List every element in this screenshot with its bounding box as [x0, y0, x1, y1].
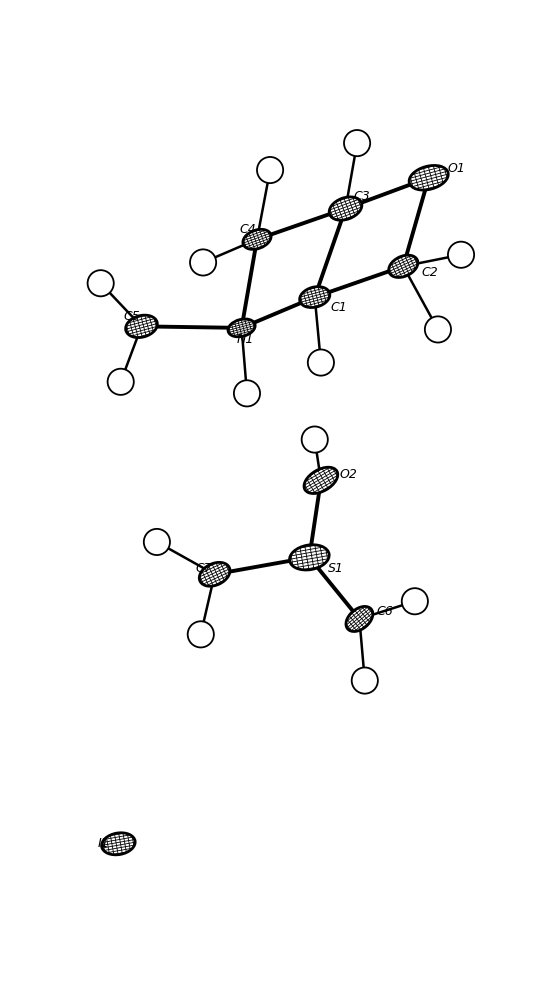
- Circle shape: [108, 369, 134, 395]
- Text: O1: O1: [447, 162, 465, 175]
- Text: C4: C4: [239, 223, 256, 236]
- Text: C7: C7: [196, 562, 212, 575]
- Ellipse shape: [289, 545, 329, 570]
- Ellipse shape: [102, 833, 135, 855]
- Text: C3: C3: [353, 190, 370, 204]
- Circle shape: [87, 270, 114, 296]
- Text: C2: C2: [421, 266, 438, 279]
- Ellipse shape: [125, 315, 158, 338]
- Ellipse shape: [243, 229, 271, 249]
- Circle shape: [144, 529, 170, 555]
- Circle shape: [402, 588, 428, 614]
- Ellipse shape: [329, 197, 362, 220]
- Ellipse shape: [409, 165, 448, 190]
- Text: I1: I1: [98, 837, 109, 850]
- Circle shape: [352, 667, 378, 694]
- Circle shape: [425, 316, 451, 343]
- Circle shape: [448, 242, 474, 268]
- Circle shape: [234, 380, 260, 406]
- Circle shape: [344, 130, 370, 156]
- Ellipse shape: [199, 562, 230, 586]
- Text: C6: C6: [376, 605, 393, 618]
- Circle shape: [302, 426, 328, 453]
- Text: O2: O2: [339, 468, 358, 481]
- Ellipse shape: [228, 319, 255, 337]
- Circle shape: [188, 621, 214, 647]
- Text: N1: N1: [236, 333, 254, 346]
- Ellipse shape: [389, 255, 418, 277]
- Circle shape: [257, 157, 283, 183]
- Text: C5: C5: [124, 310, 140, 323]
- Text: C1: C1: [330, 301, 347, 314]
- Circle shape: [308, 349, 334, 376]
- Circle shape: [190, 249, 216, 276]
- Ellipse shape: [300, 287, 330, 308]
- Ellipse shape: [346, 606, 373, 631]
- Ellipse shape: [304, 467, 338, 493]
- Text: S1: S1: [328, 562, 344, 575]
